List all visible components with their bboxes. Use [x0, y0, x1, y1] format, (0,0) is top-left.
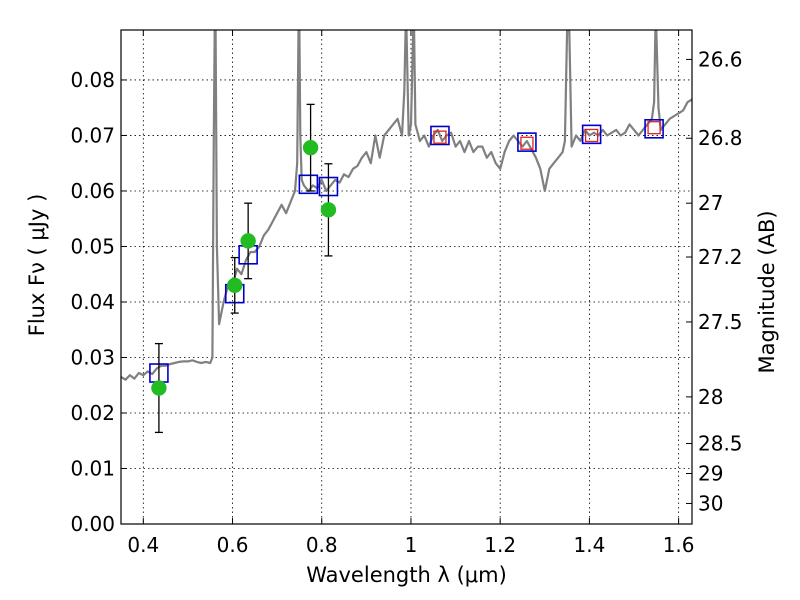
- x-tick-label: 0.8: [306, 533, 338, 557]
- red-photometry-square: [433, 130, 447, 144]
- model-photometry-square: [430, 125, 450, 146]
- y-tick-label: 0.00: [70, 512, 115, 536]
- red-photometry-square: [584, 128, 599, 143]
- y2-tick-label: 28.5: [698, 432, 743, 456]
- observed-flux-point: [227, 277, 243, 294]
- y-tick-label: 0.01: [70, 456, 115, 480]
- tick-marks: [121, 30, 692, 525]
- tick-labels: 0.4 0.6 0.8 1 1.2 1.4 1.6 0.00 0.01 0.02 0.03 0.04 0…: [70, 47, 742, 557]
- red-photometry-square: [520, 136, 534, 150]
- y2-tick-label: 29: [698, 461, 723, 485]
- model-spectrum-line: [121, 30, 692, 381]
- x-axis-label: Wavelength λ (μm): [306, 563, 507, 587]
- model-photometry-square: [581, 124, 602, 145]
- y2-tick-label: 27.2: [698, 245, 743, 269]
- x-tick-label: 1.6: [663, 533, 695, 557]
- y2-axis-label: Magnitude (AB): [755, 210, 779, 373]
- y-tick-label: 0.05: [70, 234, 115, 258]
- y-tick-label: 0.03: [70, 345, 115, 369]
- x-tick-label: 0.4: [127, 533, 159, 557]
- y-tick-label: 0.08: [70, 68, 115, 92]
- y2-tick-label: 27: [698, 191, 723, 215]
- x-tick-label: 1.2: [484, 533, 516, 557]
- red-photometry-square: [647, 121, 661, 135]
- y-axis-label: Flux Fν ( μJy ): [25, 194, 49, 337]
- x-tick-label: 1: [405, 533, 418, 557]
- y2-tick-label: 26.6: [698, 47, 743, 71]
- observed-flux-point: [240, 233, 256, 249]
- y2-tick-label: 27.5: [698, 310, 743, 334]
- y-tick-label: 0.04: [70, 290, 115, 314]
- plot-area: [121, 30, 692, 434]
- y-tick-label: 0.06: [70, 179, 115, 203]
- model-photometry-square: [644, 119, 664, 139]
- grid-lines: [121, 30, 692, 525]
- y-tick-label: 0.02: [70, 401, 115, 425]
- model-photometry-square: [517, 132, 537, 152]
- y2-tick-label: 26.8: [698, 126, 743, 150]
- observed-flux-point: [320, 202, 337, 218]
- observed-flux-point: [302, 139, 319, 156]
- plot-frame: [120, 29, 693, 525]
- y2-tick-label: 30: [698, 491, 723, 515]
- y2-tick-label: 28: [698, 385, 723, 409]
- model-photometry-square: [298, 174, 319, 195]
- y-tick-label: 0.07: [70, 123, 115, 147]
- x-tick-label: 0.6: [217, 533, 249, 557]
- observed-flux-point: [151, 380, 167, 396]
- x-tick-label: 1.4: [573, 533, 605, 557]
